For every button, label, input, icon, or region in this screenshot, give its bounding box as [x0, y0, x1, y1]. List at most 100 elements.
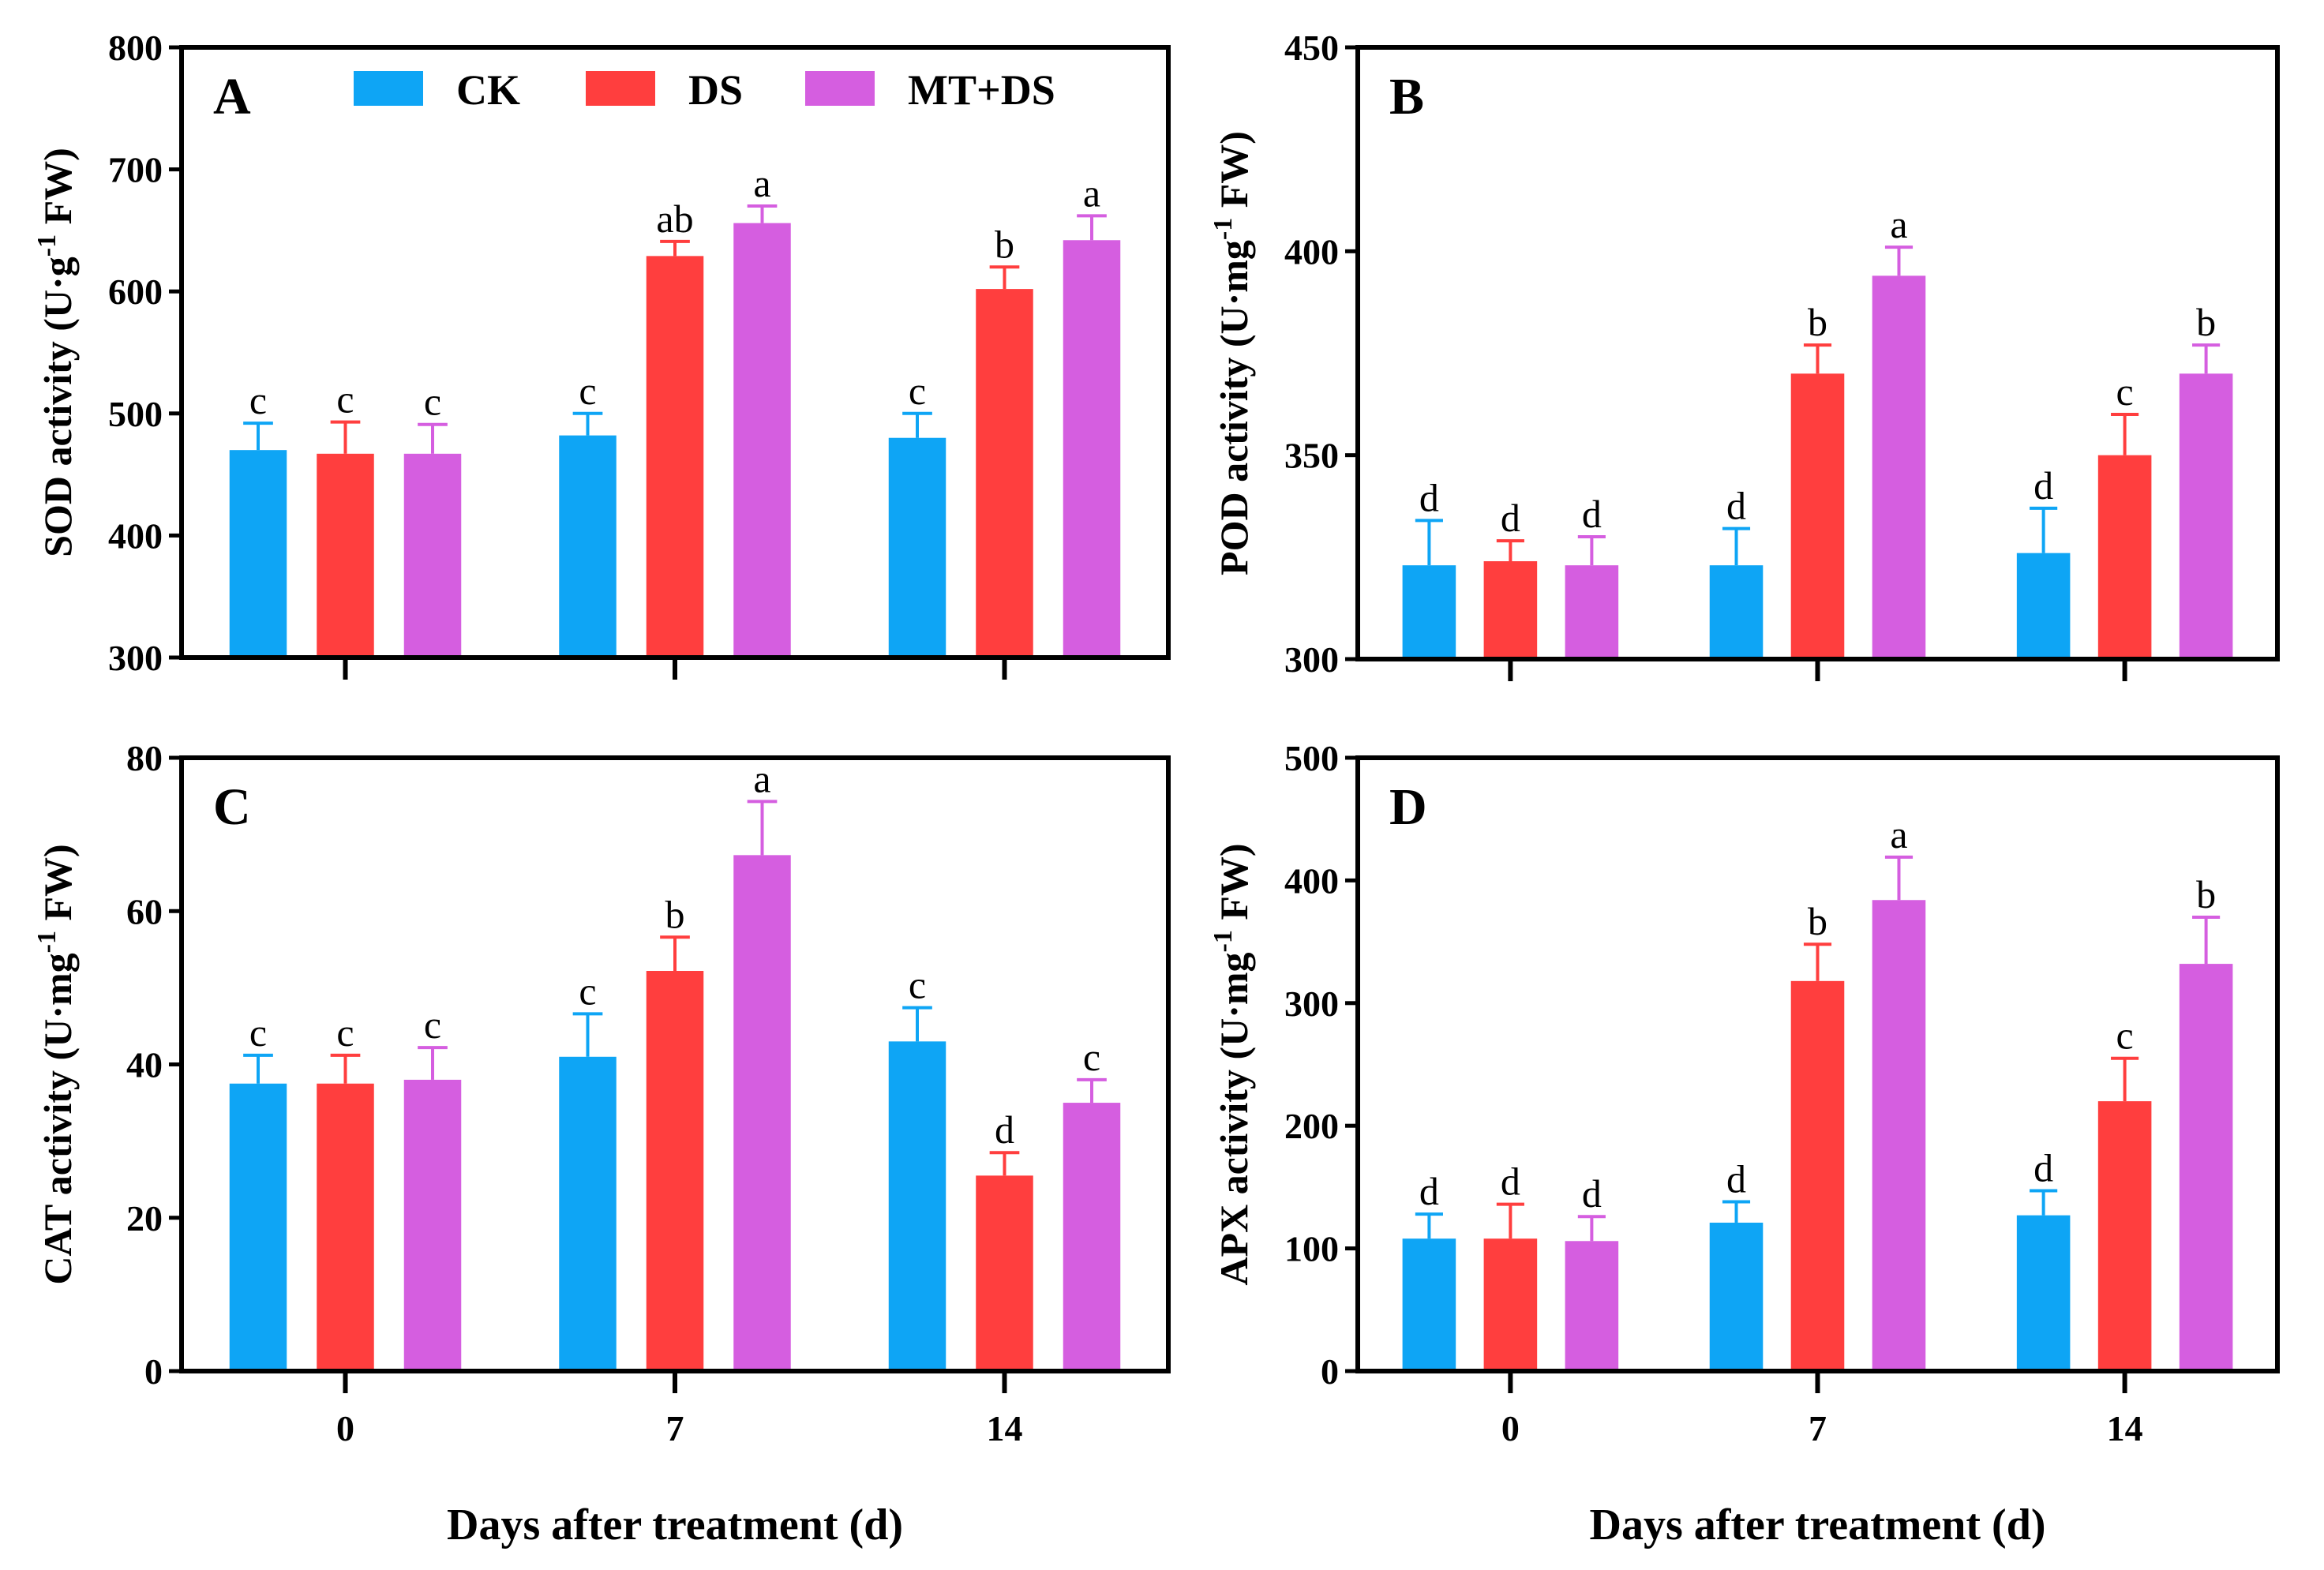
y-tick-label: 0: [1321, 1351, 1339, 1392]
bar-ck-14: [2016, 1215, 2071, 1371]
y-tick-label: 700: [108, 150, 163, 190]
panel-letter: A: [213, 68, 251, 126]
significance-label: b: [2196, 300, 2216, 344]
panel-letter: C: [213, 778, 251, 836]
significance-label: b: [1808, 899, 1827, 943]
bar-mtds-14: [1063, 240, 1121, 658]
panel-letter: B: [1389, 68, 1424, 126]
y-axis-label: APX activity (U·mg-1 FW): [1209, 843, 1256, 1285]
bar-ck-14: [888, 437, 946, 658]
panel-D: d d d d b c d a b 0 100 200 300 400 500 0 7 14 Days after …: [1209, 738, 2280, 1549]
bar-ds-14: [976, 1175, 1033, 1371]
significance-label: d: [1419, 1169, 1439, 1213]
significance-label: d: [1726, 1157, 1746, 1201]
significance-label: c: [579, 369, 596, 413]
y-tick-label: 20: [126, 1198, 163, 1238]
significance-label: c: [909, 963, 926, 1007]
bar-ds-14: [2097, 1101, 2152, 1371]
significance-label: c: [424, 1002, 441, 1047]
bar-ck-7: [1709, 1222, 1764, 1371]
bar-mtds-14: [1063, 1103, 1121, 1371]
significance-label: d: [1582, 1171, 1602, 1216]
y-tick-label: 500: [1284, 738, 1339, 778]
significance-label: c: [249, 1010, 267, 1055]
y-tick-label: 400: [1284, 231, 1339, 272]
significance-label: d: [995, 1107, 1014, 1152]
significance-label: d: [1726, 484, 1746, 528]
x-tick-label: 0: [336, 1408, 354, 1448]
panel-C: c c c c b d c a c 0 20 40 60 80 0 7 14 Days after treatme…: [32, 738, 1171, 1549]
y-tick-label: 800: [108, 28, 163, 68]
significance-label: c: [249, 378, 267, 422]
significance-label: c: [909, 369, 926, 413]
panel-A: c c c c ab b c a a 300 400 500 600 700 800 SOD activity…: [32, 28, 1171, 680]
significance-label: d: [1501, 1160, 1520, 1204]
y-tick-label: 0: [144, 1351, 163, 1392]
legend-label: DS: [688, 66, 743, 114]
y-tick-label: 400: [108, 515, 163, 556]
y-tick-label: 40: [126, 1045, 163, 1085]
legend-swatch-ds: [586, 71, 655, 106]
y-tick-label: 200: [1284, 1106, 1339, 1146]
x-tick-label: 14: [2107, 1408, 2143, 1448]
legend-label: CK: [456, 66, 520, 114]
bar-mtds-14: [2179, 964, 2233, 1371]
y-axis-label: CAT activity (U·mg-1 FW): [32, 844, 80, 1284]
x-axis-label: Days after treatment (d): [1590, 1501, 2046, 1549]
significance-label: a: [1890, 202, 1907, 246]
legend: CK DS MT+DS: [354, 66, 1055, 114]
significance-label: b: [1808, 300, 1827, 344]
legend-label: MT+DS: [908, 66, 1055, 114]
y-tick-label: 60: [126, 891, 163, 931]
bar-ds-0: [1483, 561, 1538, 659]
significance-label: ab: [656, 197, 693, 241]
bar-ck-7: [559, 435, 617, 658]
bar-mtds-7: [1872, 900, 1926, 1371]
x-tick-label: 7: [666, 1408, 684, 1448]
bar-mtds-7: [733, 855, 791, 1371]
y-tick-label: 500: [108, 394, 163, 434]
bar-mtds-0: [1565, 1241, 1619, 1371]
panel-letter: D: [1389, 778, 1427, 836]
bar-ds-14: [976, 289, 1033, 658]
bar-ds-7: [1790, 980, 1845, 1371]
significance-label: d: [2034, 1146, 2053, 1190]
bar-ck-0: [229, 1083, 287, 1371]
significance-label: a: [1083, 170, 1100, 215]
significance-label: d: [1501, 496, 1520, 540]
bar-mtds-7: [1872, 275, 1926, 659]
bar-ds-0: [317, 1083, 374, 1371]
bar-ck-0: [1402, 565, 1456, 659]
significance-label: d: [1582, 492, 1602, 536]
legend-swatch-ck: [354, 71, 423, 106]
y-tick-label: 450: [1284, 28, 1339, 68]
significance-label: b: [2196, 872, 2216, 916]
bar-mtds-0: [403, 453, 462, 658]
y-tick-label: 300: [1284, 984, 1339, 1024]
significance-label: c: [336, 377, 354, 422]
x-tick-label: 7: [1809, 1408, 1827, 1448]
bar-ds-7: [646, 256, 704, 658]
significance-label: b: [995, 222, 1014, 266]
bar-ck-14: [888, 1041, 946, 1371]
significance-label: c: [2116, 369, 2134, 414]
y-tick-label: 300: [1284, 639, 1339, 680]
bar-mtds-0: [403, 1079, 462, 1371]
y-axis-label: SOD activity (U·g-1 FW): [32, 148, 80, 557]
y-tick-label: 100: [1284, 1229, 1339, 1269]
y-tick-label: 300: [108, 638, 163, 678]
significance-label: d: [1419, 475, 1439, 519]
bar-ck-14: [2016, 553, 2071, 659]
y-tick-label: 80: [126, 738, 163, 778]
x-tick-label: 0: [1501, 1408, 1520, 1448]
significance-label: c: [336, 1010, 354, 1055]
significance-label: a: [1890, 812, 1907, 856]
bar-ck-0: [229, 450, 287, 658]
significance-label: a: [753, 161, 770, 205]
legend-swatch-mtds: [805, 71, 875, 106]
significance-label: c: [424, 380, 441, 424]
x-axis-label: Days after treatment (d): [447, 1501, 903, 1549]
bar-ds-0: [317, 453, 374, 658]
x-tick-label: 14: [987, 1408, 1023, 1448]
